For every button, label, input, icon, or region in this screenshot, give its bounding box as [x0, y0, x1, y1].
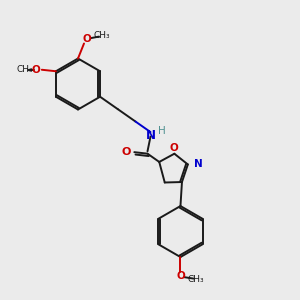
- Text: O: O: [170, 143, 179, 153]
- Text: CH₃: CH₃: [17, 65, 33, 74]
- Text: O: O: [82, 34, 91, 44]
- Text: O: O: [31, 65, 40, 75]
- Text: N: N: [146, 129, 155, 142]
- Text: H: H: [158, 126, 166, 136]
- Text: CH₃: CH₃: [188, 275, 204, 284]
- Text: N: N: [194, 159, 203, 170]
- Text: O: O: [176, 271, 185, 281]
- Text: O: O: [122, 147, 131, 157]
- Text: CH₃: CH₃: [94, 32, 110, 40]
